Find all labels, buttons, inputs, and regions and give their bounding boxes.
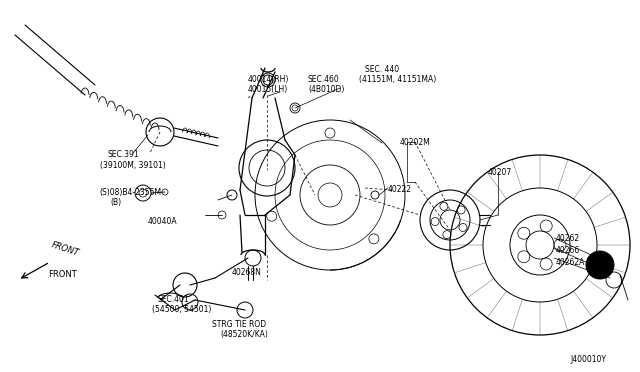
- Text: 40040A: 40040A: [148, 217, 178, 226]
- Circle shape: [586, 251, 614, 279]
- Text: 40262: 40262: [556, 234, 580, 243]
- Text: 40268N: 40268N: [232, 268, 262, 277]
- Text: 40207: 40207: [488, 168, 512, 177]
- Text: 40202M: 40202M: [400, 138, 431, 147]
- Text: SEC.401: SEC.401: [158, 295, 189, 304]
- Text: J400010Y: J400010Y: [570, 355, 606, 364]
- Text: (48520K/KA): (48520K/KA): [220, 330, 268, 339]
- Text: (54500, 54501): (54500, 54501): [152, 305, 211, 314]
- Text: STRG TIE ROD: STRG TIE ROD: [212, 320, 266, 329]
- Text: (4B010D): (4B010D): [308, 85, 344, 94]
- Text: FRONT: FRONT: [48, 270, 77, 279]
- Text: (S)08)B4-2355M: (S)08)B4-2355M: [99, 188, 161, 197]
- Text: 40014(RH): 40014(RH): [248, 75, 289, 84]
- Text: FRONT: FRONT: [50, 241, 80, 258]
- Text: 40222: 40222: [388, 185, 412, 194]
- Text: SEC. 440: SEC. 440: [365, 65, 399, 74]
- Text: (B): (B): [110, 198, 121, 207]
- Text: (39100M, 39101): (39100M, 39101): [100, 161, 166, 170]
- Text: SEC.391: SEC.391: [107, 150, 139, 159]
- Text: 40262A: 40262A: [556, 258, 586, 267]
- Text: 40266: 40266: [556, 246, 580, 255]
- Text: 40015(LH): 40015(LH): [248, 85, 288, 94]
- Text: (41151M, 41151MA): (41151M, 41151MA): [359, 75, 436, 84]
- Text: SEC.460: SEC.460: [308, 75, 340, 84]
